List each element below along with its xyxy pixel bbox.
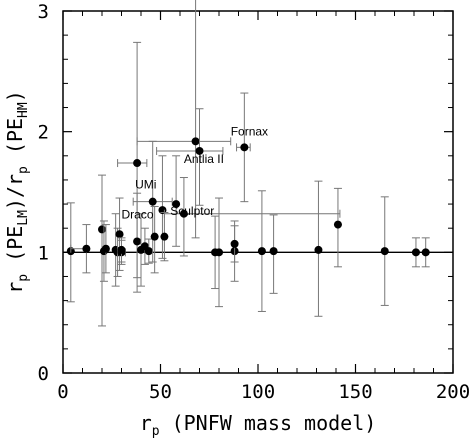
data-point <box>144 247 153 256</box>
data-point-group <box>333 187 342 268</box>
annotation-label: Sculptor <box>170 204 214 218</box>
data-point <box>179 209 188 218</box>
data-point-group <box>158 155 167 259</box>
data-point <box>195 146 204 155</box>
data-point <box>269 247 278 256</box>
annotation-label: Antlia II <box>184 152 224 166</box>
data-point-group <box>411 237 420 268</box>
x-tick-label: 50 <box>149 381 172 403</box>
y-tick-label: 2 <box>38 122 49 144</box>
annotation-label: UMi <box>135 177 156 191</box>
data-point-group <box>160 212 169 262</box>
data-point <box>133 237 142 246</box>
data-point <box>257 247 266 256</box>
data-point-group <box>140 227 149 265</box>
data-point-group <box>144 238 153 264</box>
data-point-group <box>269 214 278 294</box>
data-point-group <box>156 108 224 206</box>
data-point-group <box>314 180 323 317</box>
x-axis-label: rp (PNFW mass model) <box>140 411 377 439</box>
data-point-group <box>150 205 159 274</box>
data-point <box>230 239 239 248</box>
data-point <box>82 244 91 253</box>
data-point-group <box>421 237 430 268</box>
x-tick-label: 100 <box>241 381 275 403</box>
x-tick-label: 150 <box>338 381 372 403</box>
data-point-group <box>172 155 181 247</box>
data-point <box>191 137 200 146</box>
data-point-group <box>133 192 142 293</box>
data-point <box>115 230 124 239</box>
data-point <box>172 200 181 209</box>
data-point <box>215 248 223 257</box>
data-point-group <box>70 224 91 274</box>
x-tick-label: 200 <box>436 381 470 403</box>
plot-frame <box>62 10 454 374</box>
data-point <box>101 244 110 253</box>
data-point-group <box>136 0 232 239</box>
data-point <box>98 225 106 234</box>
data-point-group <box>117 237 126 263</box>
data-point-group <box>101 224 110 274</box>
data-point-group <box>132 140 173 263</box>
data-point-group <box>163 177 341 257</box>
data-point <box>411 248 420 257</box>
data-point <box>421 248 430 257</box>
data-point-group <box>380 196 389 306</box>
data-point <box>133 159 142 168</box>
data-point <box>160 232 169 241</box>
data-point-group <box>236 92 251 203</box>
x-tick-label: 0 <box>57 381 68 403</box>
y-tick-label: 3 <box>38 1 49 23</box>
y-axis-label: rp (PELM)/rp (PEHM) <box>3 90 31 294</box>
plot-area: 0 50 100 150 200 0 1 2 3 Fornax Antlia II UMi Draco S… <box>3 0 470 439</box>
data-point <box>240 143 249 152</box>
data-point <box>380 247 389 256</box>
data-point-group <box>257 190 266 312</box>
data-point <box>150 232 159 241</box>
data-point <box>117 245 126 254</box>
data-point-group <box>230 225 239 263</box>
y-tick-label: 0 <box>38 363 49 385</box>
data-point <box>148 197 157 206</box>
annotation-label: Draco <box>122 208 154 222</box>
data-point-group <box>215 197 223 308</box>
y-tick-label: 1 <box>38 242 49 264</box>
data-point-group <box>115 197 124 271</box>
data-point <box>333 220 342 229</box>
data-point <box>314 245 323 254</box>
annotation-label: Fornax <box>231 124 268 138</box>
